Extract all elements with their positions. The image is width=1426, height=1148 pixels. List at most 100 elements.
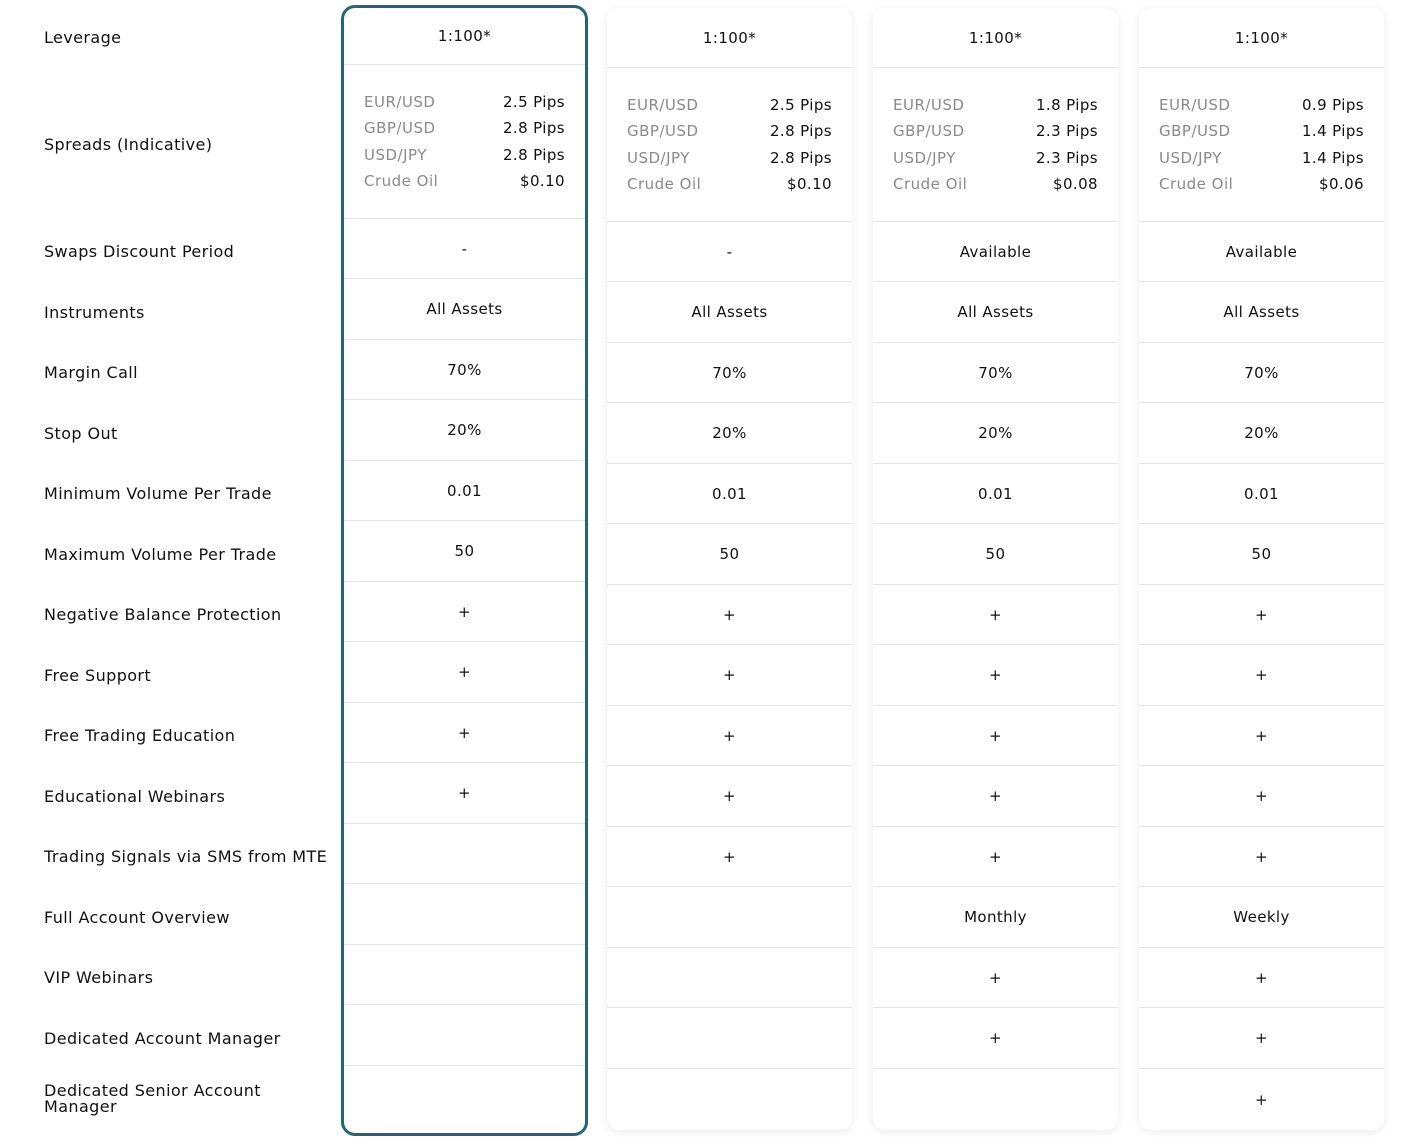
sms-signals-cell: + bbox=[1139, 827, 1384, 887]
overview-cell: Monthly bbox=[873, 887, 1118, 948]
spread-line: EUR/USD 0.9 Pips bbox=[1159, 92, 1364, 119]
spread-value: 2.8 Pips bbox=[769, 148, 832, 167]
row-label-free-support: Free Support bbox=[44, 665, 152, 685]
spread-line: EUR/USD 2.5 Pips bbox=[627, 92, 832, 119]
max-volume-cell: 50 bbox=[1139, 524, 1384, 585]
stop-out-cell: 20% bbox=[607, 403, 852, 464]
account-manager-cell: + bbox=[873, 1008, 1118, 1069]
max-volume-cell: 50 bbox=[873, 524, 1118, 585]
spread-line: GBP/USD 2.3 Pips bbox=[893, 118, 1098, 145]
min-volume-cell: 0.01 bbox=[873, 464, 1118, 524]
margin-call-cell: 70% bbox=[344, 340, 585, 400]
row-labels: Leverage Spreads (Indicative) Swaps Disc… bbox=[44, 8, 334, 1129]
spread-value: 2.8 Pips bbox=[769, 122, 832, 141]
free-support-cell: + bbox=[873, 645, 1118, 706]
spread-pair: EUR/USD bbox=[893, 95, 965, 114]
swaps-cell: Available bbox=[1139, 222, 1384, 282]
spread-pair: GBP/USD bbox=[627, 122, 699, 141]
sms-signals-cell bbox=[344, 824, 585, 884]
spread-line: USD/JPY 2.3 Pips bbox=[893, 145, 1098, 172]
spread-line: USD/JPY 2.8 Pips bbox=[364, 142, 565, 169]
sms-signals-cell: + bbox=[607, 827, 852, 887]
account-column-1[interactable]: 1:100* EUR/USD 2.5 Pips GBP/USD 2.8 Pips USD/… bbox=[341, 5, 588, 1136]
free-support-cell: + bbox=[607, 645, 852, 706]
spread-value: $0.08 bbox=[1053, 175, 1098, 194]
spread-line: GBP/USD 2.8 Pips bbox=[627, 118, 832, 145]
spread-line: Crude Oil $0.10 bbox=[364, 168, 565, 195]
row-label-max-volume: Maximum Volume Per Trade bbox=[44, 544, 277, 564]
swaps-cell: Available bbox=[873, 222, 1118, 282]
min-volume-cell: 0.01 bbox=[607, 464, 852, 524]
spread-value: 2.5 Pips bbox=[502, 92, 565, 111]
edu-webinars-cell: + bbox=[344, 763, 585, 824]
max-volume-cell: 50 bbox=[607, 524, 852, 585]
spread-value: 2.5 Pips bbox=[769, 95, 832, 114]
spread-pair: GBP/USD bbox=[893, 122, 965, 141]
spread-value: 1.4 Pips bbox=[1301, 122, 1364, 141]
instruments-cell: All Assets bbox=[1139, 282, 1384, 343]
spread-line: EUR/USD 1.8 Pips bbox=[893, 92, 1098, 119]
leverage-cell: 1:100* bbox=[344, 8, 585, 65]
margin-call-cell: 70% bbox=[873, 343, 1118, 403]
spread-pair: USD/JPY bbox=[1159, 148, 1222, 167]
account-column-4[interactable]: 1:100* EUR/USD 0.9 Pips GBP/USD 1.4 Pips USD/… bbox=[1139, 8, 1384, 1130]
spread-pair: USD/JPY bbox=[364, 145, 427, 164]
spreads-cell: EUR/USD 1.8 Pips GBP/USD 2.3 Pips USD/JPY 2.3… bbox=[873, 68, 1118, 222]
row-label-negative-balance: Negative Balance Protection bbox=[44, 605, 282, 624]
spreads-cell: EUR/USD 0.9 Pips GBP/USD 1.4 Pips USD/JPY 1.4… bbox=[1139, 68, 1384, 222]
account-column-2[interactable]: 1:100* EUR/USD 2.5 Pips GBP/USD 2.8 Pips USD/… bbox=[607, 8, 852, 1130]
spreads-cell: EUR/USD 2.5 Pips GBP/USD 2.8 Pips USD/JPY 2.8… bbox=[607, 68, 852, 222]
leverage-cell: 1:100* bbox=[607, 8, 852, 68]
free-education-cell: + bbox=[607, 706, 852, 766]
negative-balance-cell: + bbox=[873, 585, 1118, 645]
vip-webinars-cell bbox=[344, 945, 585, 1005]
spread-pair: Crude Oil bbox=[1159, 175, 1234, 194]
account-column-3[interactable]: 1:100* EUR/USD 1.8 Pips GBP/USD 2.3 Pips USD/… bbox=[873, 8, 1118, 1130]
row-label-margin-call: Margin Call bbox=[44, 363, 139, 382]
row-label-edu-webinars: Educational Webinars bbox=[44, 786, 226, 806]
account-manager-cell: + bbox=[1139, 1008, 1384, 1069]
row-label-sms-signals: Trading Signals via SMS from MTE bbox=[44, 847, 328, 866]
spread-pair: EUR/USD bbox=[1159, 95, 1231, 114]
senior-manager-cell bbox=[607, 1069, 852, 1130]
vip-webinars-cell: + bbox=[1139, 948, 1384, 1008]
min-volume-cell: 0.01 bbox=[344, 461, 585, 521]
row-label-leverage: Leverage bbox=[44, 28, 122, 47]
senior-manager-cell bbox=[344, 1066, 585, 1127]
spread-pair: USD/JPY bbox=[627, 148, 690, 167]
margin-call-cell: 70% bbox=[1139, 343, 1384, 403]
margin-call-cell: 70% bbox=[607, 343, 852, 403]
spread-value: 1.4 Pips bbox=[1301, 148, 1364, 167]
overview-cell bbox=[607, 887, 852, 948]
max-volume-cell: 50 bbox=[344, 521, 585, 582]
row-label-account-manager: Dedicated Account Manager bbox=[44, 1028, 281, 1048]
spread-line: Crude Oil $0.08 bbox=[893, 171, 1098, 198]
spread-pair: GBP/USD bbox=[364, 119, 436, 138]
vip-webinars-cell: + bbox=[873, 948, 1118, 1008]
instruments-cell: All Assets bbox=[607, 282, 852, 343]
min-volume-cell: 0.01 bbox=[1139, 464, 1384, 524]
free-education-cell: + bbox=[1139, 706, 1384, 766]
row-label-free-education: Free Trading Education bbox=[44, 726, 236, 745]
spreads-cell: EUR/USD 2.5 Pips GBP/USD 2.8 Pips USD/JPY 2.8… bbox=[344, 65, 585, 219]
row-label-spreads: Spreads (Indicative) bbox=[44, 135, 213, 154]
row-label-overview: Full Account Overview bbox=[44, 907, 230, 927]
stop-out-cell: 20% bbox=[344, 400, 585, 461]
spread-pair: GBP/USD bbox=[1159, 122, 1231, 141]
swaps-cell: - bbox=[344, 219, 585, 279]
row-label-instruments: Instruments bbox=[44, 302, 145, 322]
spread-pair: Crude Oil bbox=[893, 175, 968, 194]
edu-webinars-cell: + bbox=[1139, 766, 1384, 827]
negative-balance-cell: + bbox=[344, 582, 585, 642]
row-label-min-volume: Minimum Volume Per Trade bbox=[44, 484, 272, 503]
overview-cell: Weekly bbox=[1139, 887, 1384, 948]
senior-manager-cell: + bbox=[1255, 1090, 1268, 1109]
spread-pair: Crude Oil bbox=[627, 175, 702, 194]
spread-value: $0.10 bbox=[787, 175, 832, 194]
spread-pair: EUR/USD bbox=[364, 92, 436, 111]
account-manager-cell bbox=[607, 1008, 852, 1069]
leverage-cell: 1:100* bbox=[873, 8, 1118, 68]
leverage-cell: 1:100* bbox=[1139, 8, 1384, 68]
spread-value: $0.06 bbox=[1319, 175, 1364, 194]
spread-line: EUR/USD 2.5 Pips bbox=[364, 89, 565, 116]
